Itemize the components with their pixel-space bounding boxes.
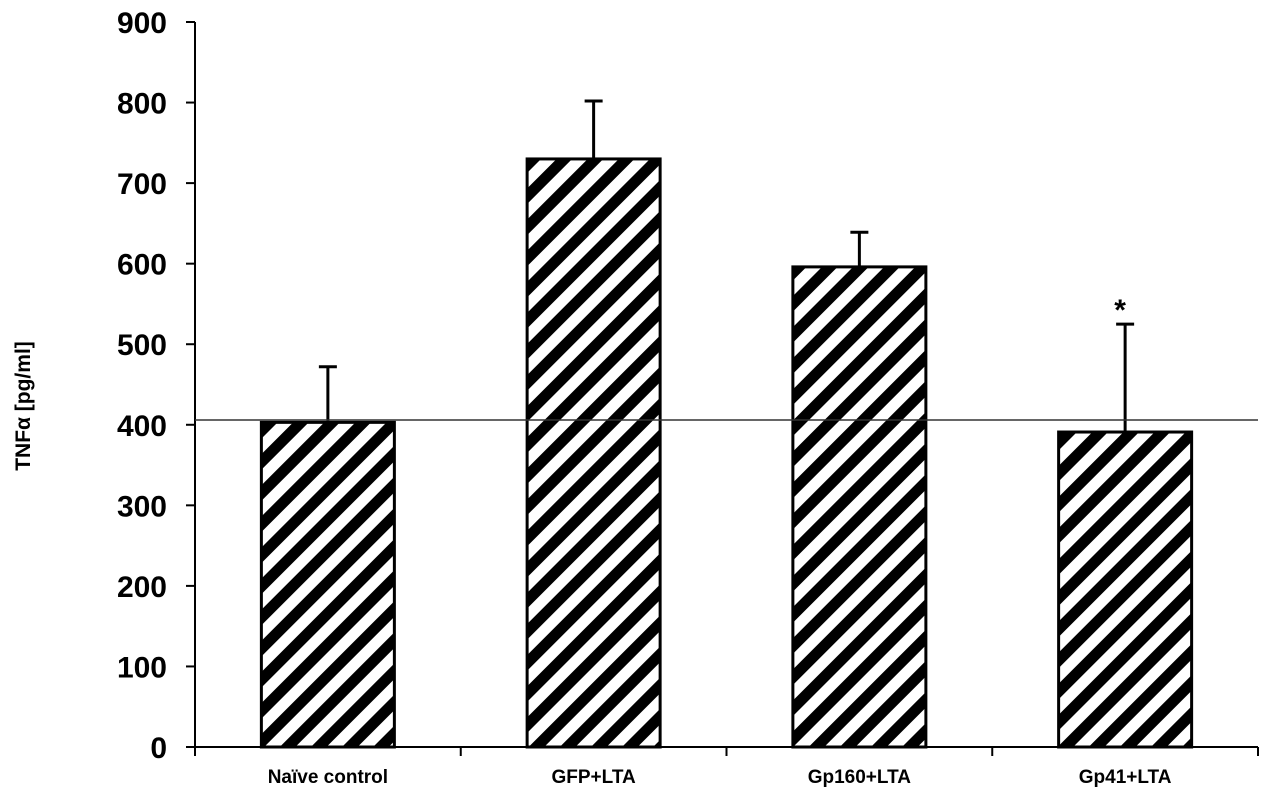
y-tick-label: 500 [117,329,167,362]
y-tick-label: 200 [117,571,167,604]
bars [259,99,1194,749]
y-tick-label: 700 [117,168,167,201]
y-tick-label: 100 [117,651,167,684]
x-tick-label: Gp160+LTA [808,767,912,788]
y-tick-label: 0 [150,732,167,765]
axes: 0 100 200 300 400 500 600 700 800 900 Naïve contro… [117,7,1259,788]
bar [1057,430,1194,749]
bar [791,265,928,749]
y-tick-label: 900 [117,7,167,40]
bar [259,420,396,749]
y-tick-label: 600 [117,249,167,282]
y-axis-label: TNFα [pg/ml] [12,341,35,471]
y-tick-label: 400 [117,410,167,443]
x-tick-label: Gp41+LTA [1079,767,1172,788]
significance-asterisk: * [1114,294,1126,327]
x-tick-label: GFP+LTA [551,767,636,788]
bar [525,157,662,749]
x-tick-label: Naïve control [268,767,388,788]
y-tick-label: 800 [117,88,167,121]
y-tick-label: 300 [117,490,167,523]
